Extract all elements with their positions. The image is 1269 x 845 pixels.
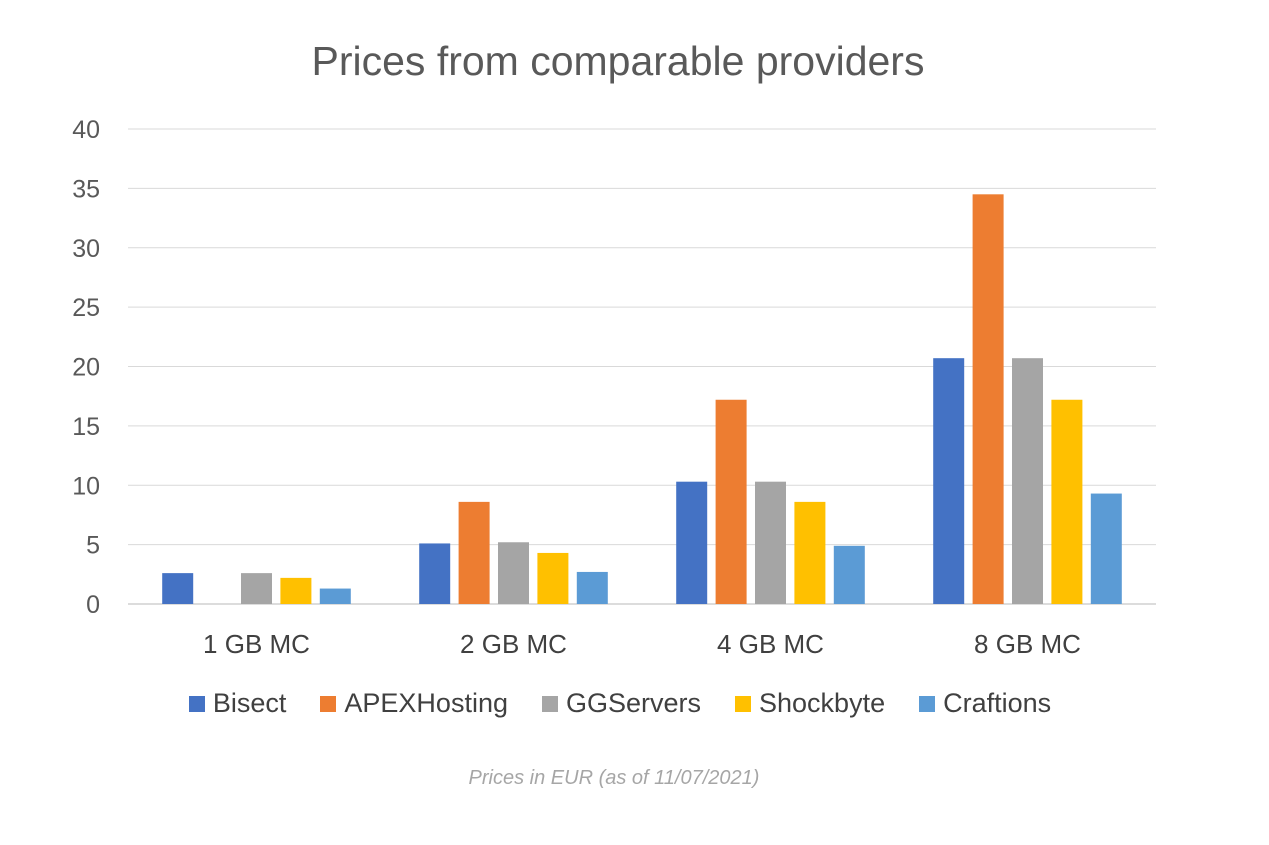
bar-ggservers-1 [241,573,272,604]
y-tick-label: 40 [72,116,100,144]
bar-craftions-2 [576,571,608,604]
legend-label: APEXHosting [344,688,508,718]
bar-ggservers-3 [755,481,786,604]
y-tick-label: 5 [86,532,100,560]
x-category-label: 8 GB MC [974,629,1081,659]
bar-apexhosting-4 [972,194,1004,604]
y-tick-label: 30 [72,235,100,263]
bar-apexhosting-3 [715,399,747,604]
x-axis-categories: 1 GB MC 2 GB MC 4 GB MC 8 GB MC [203,629,1081,659]
x-category-label: 2 GB MC [460,629,567,659]
bar-ggservers-4 [1012,358,1043,604]
legend-item-ggservers: GGServers [541,688,702,719]
y-axis-ticks: 0 5 10 15 20 25 30 35 40 [72,116,100,619]
legend-item-shockbyte: Shockbyte [735,688,885,719]
y-tick-label: 15 [72,413,100,441]
legend-swatch [541,695,558,712]
y-tick-label: 10 [72,472,100,500]
legend: Bisect APEXHosting GGServers Shockbyte Craft… [0,688,1240,719]
bar-apexhosting-2 [458,501,490,604]
legend-swatch [188,695,205,712]
legend-label: GGServers [565,688,702,718]
bar-shockbyte-4 [1051,399,1083,604]
bar-ggservers-2 [498,542,529,604]
x-category-label: 1 GB MC [203,629,310,659]
y-tick-label: 0 [86,591,100,619]
chart-title: Prices from comparable providers [311,38,925,84]
x-category-label: 4 GB MC [717,629,824,659]
y-tick-label: 25 [72,294,100,322]
legend-swatch [919,695,936,712]
bar-shockbyte-1 [280,577,312,604]
y-tick-label: 20 [72,354,100,382]
bar-bisect-4 [933,358,965,604]
bar-shockbyte-3 [794,501,826,604]
bar-bisect-1 [162,573,194,604]
legend-item-craftions: Craftions [919,688,1051,719]
bar-craftions-4 [1090,493,1122,604]
bar-craftions-1 [319,588,351,604]
legend-item-bisect: Bisect [188,688,287,719]
y-tick-label: 35 [72,175,100,203]
legend-swatch [320,695,337,712]
bar-shockbyte-2 [537,552,569,604]
legend-label: Shockbyte [759,688,886,718]
bars [162,194,1122,604]
legend-swatch [735,695,752,712]
bar-craftions-3 [833,545,865,604]
bar-bisect-3 [676,481,708,604]
legend-label: Craftions [943,688,1052,718]
chart-caption: Prices in EUR (as of 11/07/2021) [468,767,760,789]
legend-label: Bisect [212,688,287,718]
bar-bisect-2 [419,543,451,604]
legend-item-apexhosting: APEXHosting [320,688,508,719]
